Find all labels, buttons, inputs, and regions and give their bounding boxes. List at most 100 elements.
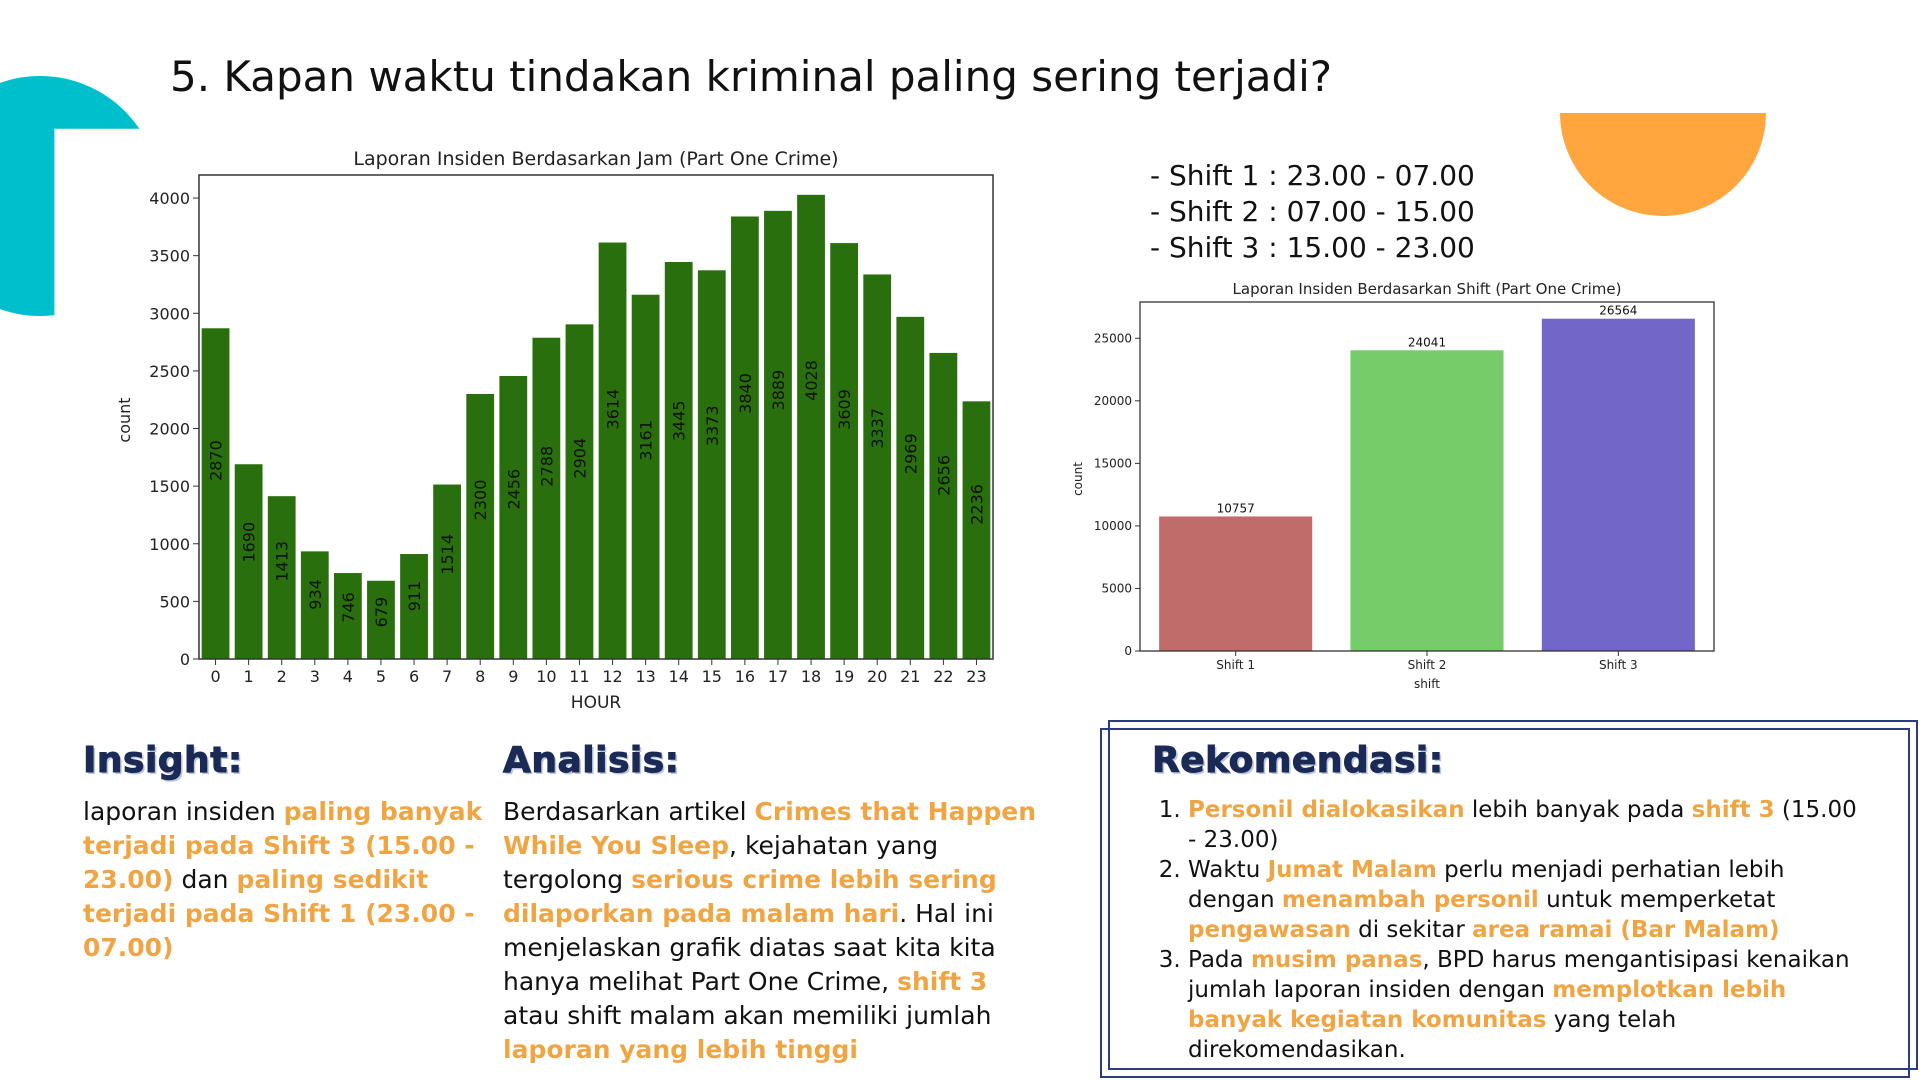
data-label: 24041 bbox=[1408, 335, 1446, 349]
bar bbox=[201, 328, 230, 659]
x-tick-label: 23 bbox=[966, 667, 986, 686]
slide-title: 5. Kapan waktu tindakan kriminal paling … bbox=[170, 52, 1333, 101]
highlight-text: shift 3 bbox=[897, 967, 988, 996]
x-tick-label: 10 bbox=[536, 667, 556, 686]
y-tick-label: 500 bbox=[159, 592, 190, 611]
y-tick-label: 2000 bbox=[149, 420, 190, 439]
highlight-text: pengawasan bbox=[1188, 917, 1351, 943]
text-run: laporan insiden bbox=[83, 797, 284, 826]
y-tick-label: 4000 bbox=[149, 189, 190, 208]
insight-text: laporan insiden paling banyak terjadi pa… bbox=[83, 795, 483, 965]
bar bbox=[631, 294, 660, 659]
x-tick-label: 19 bbox=[834, 667, 854, 686]
data-label: 679 bbox=[372, 597, 391, 628]
x-tick-label: 11 bbox=[569, 667, 589, 686]
analisis-heading: Analisis: bbox=[503, 740, 680, 782]
shift-incident-chart: Laporan Insiden Berdasarkan Shift (Part … bbox=[1071, 280, 1715, 691]
x-tick-label: 16 bbox=[735, 667, 755, 686]
data-label: 1413 bbox=[273, 541, 292, 582]
rekomendasi-section: Rekomendasi: Personil dialokasikan lebih… bbox=[1152, 740, 1872, 1065]
data-label: 2456 bbox=[504, 469, 523, 510]
data-label: 746 bbox=[339, 592, 358, 623]
text-run: (15.00 - 23.00) bbox=[1188, 797, 1857, 853]
y-tick-label: 3000 bbox=[149, 304, 190, 323]
hourly-incident-chart: Laporan Insiden Berdasarkan Jam (Part On… bbox=[115, 148, 994, 713]
x-tick-label: 17 bbox=[768, 667, 788, 686]
data-label: 2788 bbox=[537, 446, 556, 487]
shift-definitions: - Shift 1 : 23.00 - 07.00 - Shift 2 : 07… bbox=[1150, 158, 1475, 266]
analisis-section: Analisis: Berdasarkan artikel Crimes tha… bbox=[503, 740, 1048, 1067]
data-label: 10757 bbox=[1217, 501, 1255, 515]
y-tick-label: 0 bbox=[180, 650, 190, 669]
text-run: Waktu bbox=[1188, 857, 1268, 883]
bar bbox=[532, 337, 561, 659]
data-label: 3337 bbox=[868, 408, 887, 449]
bar bbox=[234, 464, 263, 659]
highlight-text: musim panas bbox=[1250, 947, 1423, 973]
y-tick-label: 3500 bbox=[149, 247, 190, 266]
data-label: 3609 bbox=[835, 389, 854, 430]
data-label: 3161 bbox=[637, 420, 656, 461]
bar bbox=[896, 316, 925, 659]
highlight-text: laporan yang lebih tinggi bbox=[503, 1035, 858, 1064]
bar bbox=[664, 262, 693, 659]
highlight-text: menambah personil bbox=[1281, 887, 1539, 913]
plot-frame bbox=[198, 174, 994, 660]
data-label: 2870 bbox=[207, 440, 226, 481]
bar bbox=[267, 496, 296, 659]
shift-1-definition: - Shift 1 : 23.00 - 07.00 bbox=[1150, 159, 1475, 192]
y-tick-label: 1000 bbox=[149, 535, 190, 554]
data-label: 1690 bbox=[240, 522, 259, 563]
x-tick-label: Shift 1 bbox=[1216, 658, 1255, 672]
text-run: perlu menjadi perhatian lebih dengan bbox=[1188, 857, 1785, 913]
x-axis-label: shift bbox=[1414, 677, 1440, 691]
chart-title: Laporan Insiden Berdasarkan Jam (Part On… bbox=[353, 148, 838, 170]
text-run: Pada bbox=[1188, 947, 1251, 973]
highlight-text: Personil dialokasikan bbox=[1188, 797, 1465, 823]
y-tick-label: 5000 bbox=[1101, 581, 1132, 595]
bar bbox=[333, 573, 362, 659]
decorative-orange-semicircle bbox=[1560, 113, 1766, 216]
y-tick-label: 2500 bbox=[149, 362, 190, 381]
recommendation-list: Personil dialokasikan lebih banyak pada … bbox=[1152, 795, 1872, 1065]
recommendation-item: Personil dialokasikan lebih banyak pada … bbox=[1188, 795, 1872, 855]
x-tick-label: 22 bbox=[933, 667, 953, 686]
data-label: 2904 bbox=[570, 438, 589, 479]
bar bbox=[929, 352, 958, 659]
x-tick-label: Shift 2 bbox=[1408, 658, 1447, 672]
x-tick-label: 18 bbox=[801, 667, 821, 686]
data-label: 934 bbox=[306, 579, 325, 610]
x-tick-label: 1 bbox=[244, 667, 254, 686]
y-tick-label: 1500 bbox=[149, 477, 190, 496]
x-tick-label: Shift 3 bbox=[1599, 658, 1638, 672]
x-tick-label: 0 bbox=[210, 667, 220, 686]
x-tick-label: 3 bbox=[310, 667, 320, 686]
x-axis-label: HOUR bbox=[571, 693, 622, 713]
recommendation-frame-outer bbox=[1100, 728, 1910, 1078]
y-tick-label: 25000 bbox=[1094, 331, 1132, 345]
recommendation-frame-inner bbox=[1108, 720, 1918, 1070]
bar bbox=[797, 194, 825, 659]
data-label: 2300 bbox=[471, 480, 490, 521]
bar bbox=[863, 274, 892, 659]
x-tick-label: 14 bbox=[669, 667, 689, 686]
data-label: 3445 bbox=[670, 400, 689, 441]
bar bbox=[730, 216, 759, 659]
x-tick-label: 12 bbox=[602, 667, 622, 686]
x-tick-label: 7 bbox=[442, 667, 452, 686]
data-label: 3614 bbox=[604, 389, 623, 430]
text-run: dan bbox=[173, 865, 237, 894]
x-tick-label: 8 bbox=[475, 667, 485, 686]
x-tick-label: 20 bbox=[867, 667, 887, 686]
highlight-text: shift 3 bbox=[1691, 797, 1775, 823]
data-label: 2656 bbox=[934, 455, 953, 496]
data-label: 3373 bbox=[703, 405, 722, 446]
y-axis-label: count bbox=[115, 397, 134, 442]
x-tick-label: 2 bbox=[277, 667, 287, 686]
bar bbox=[466, 393, 495, 659]
text-run: di sekitar bbox=[1350, 917, 1473, 943]
bar bbox=[499, 375, 528, 659]
text-run: atau shift malam akan memiliki jumlah bbox=[503, 1001, 992, 1030]
data-label: 3840 bbox=[736, 373, 755, 414]
text-run: yang telah direkomendasikan. bbox=[1188, 1007, 1677, 1063]
